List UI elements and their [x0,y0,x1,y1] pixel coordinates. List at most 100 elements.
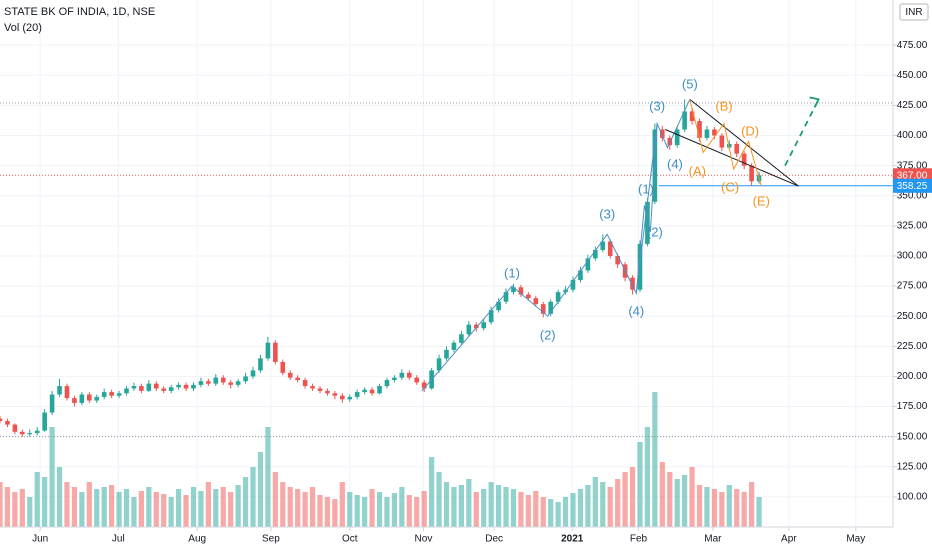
candle-body [630,277,635,290]
y-tick-label: 300.00 [897,251,928,262]
volume-bar [42,477,48,527]
candle-body [49,394,55,413]
y-tick-label: 100.00 [897,492,928,503]
trend-line [635,123,658,294]
candle-body [213,377,219,384]
volume-bar [682,475,688,527]
volume-bar [369,489,375,527]
axes: 100.00 125.00 150.00 175.00 200.00 225.00 250.… [32,40,932,545]
price-label: 367.00 [897,170,928,181]
candle-body [64,386,70,399]
y-tick-label: 425.00 [897,100,928,111]
horizontal-lines [0,102,893,438]
volume-bar [354,495,360,527]
candle-body [153,383,159,389]
volume-bar [562,497,569,527]
candle-body [250,370,256,377]
price-label-bg [893,178,932,193]
volume-bar [362,497,368,527]
volume-bar [235,485,241,527]
volume-bar [250,467,256,527]
candle-body [27,433,33,435]
x-tick-label: Mar [704,534,722,545]
volume-bar [592,477,598,527]
candle-body [377,386,382,394]
volume-bar [339,482,345,527]
x-tick-label: Jul [112,534,125,545]
candle-body [689,111,695,122]
volume-bar [257,452,264,527]
candle-body [131,386,137,389]
volume-bar [510,489,517,527]
y-tick-label: 175.00 [897,401,928,412]
candle-body [459,334,464,343]
candle-body [146,383,152,391]
volume-bar [629,467,636,527]
wave-label: (4) [667,156,683,171]
y-tick-label: 375.00 [897,160,928,171]
volume-bar [138,491,144,527]
wave-label: (D) [741,123,759,138]
x-tick-label: May [846,534,865,545]
candle-body [704,129,710,138]
candle-body [384,380,390,387]
volume-bar [533,491,539,527]
candle-body [176,384,181,388]
volume-bar [376,492,383,527]
currency-badge[interactable] [899,3,929,21]
y-tick-label: 250.00 [897,311,928,322]
candle-body [444,349,449,359]
volume-bar [525,495,531,527]
candle-body [526,294,531,299]
candle-body [332,393,338,396]
candle-body [79,394,85,403]
volume-bar [406,495,412,527]
candle-body [392,377,397,381]
candle-body [273,342,278,362]
volume-bar [622,472,628,527]
volume-bar [109,485,115,527]
volume-bar [659,462,665,527]
volume-bar [719,492,725,527]
volume-bar [495,485,502,527]
volume-bar [287,487,293,527]
volume-bar [302,492,308,527]
y-tick-label: 450.00 [897,70,928,81]
candle-body [354,392,360,397]
currency[interactable]: INR [905,7,922,18]
candle-body [265,342,271,359]
volume-bar [198,491,204,527]
volume-bar [711,489,718,527]
x-tick-label: Aug [188,534,206,545]
candle-body [161,388,167,391]
volume-bar [86,482,92,527]
wave-label: (5) [682,76,698,91]
candle-body [533,298,539,305]
volume-bar [667,472,673,527]
wave-label: (2) [647,225,663,240]
candle-body [94,396,100,401]
volume-bar [749,482,755,527]
volume-bar [488,482,494,527]
volume-bar [696,485,703,527]
trend-line [784,98,820,167]
volume-bar [644,427,651,527]
candle-body [220,377,226,383]
candle-body [168,387,174,391]
candle-body [5,420,10,425]
price-label: 358.25 [897,181,928,192]
y-tick-label: 400.00 [897,130,928,141]
candle-body [645,201,650,244]
trend-line [421,99,691,392]
wave-label: (E) [753,193,770,208]
volume-bar [265,427,271,527]
volume-bar [280,482,286,527]
volume-bar [600,482,606,527]
volume-bar [414,497,420,527]
price-axis [893,0,932,550]
volume-bar [443,482,450,527]
volume-bar [674,479,680,527]
volume-bar [466,479,472,527]
volume-pane [0,392,762,527]
